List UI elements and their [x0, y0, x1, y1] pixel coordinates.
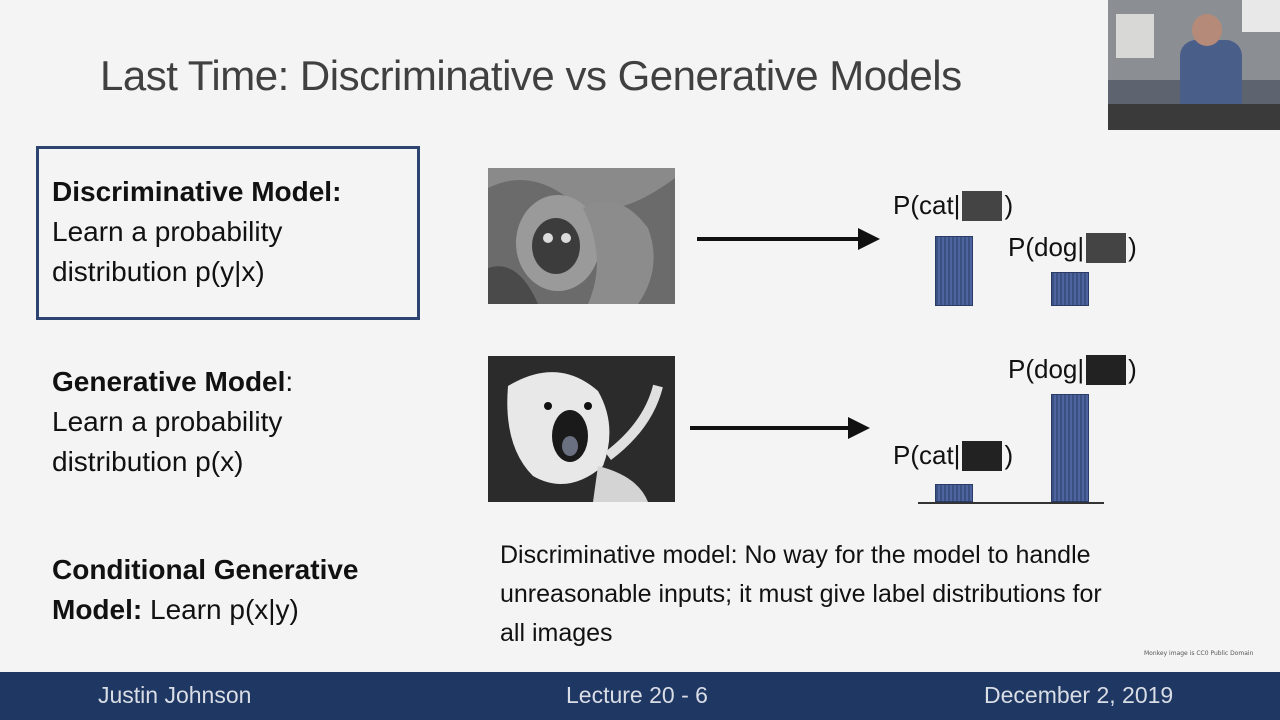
bar-p-cat-dog [935, 484, 973, 502]
label-p-dog-prefix-2: P(dog| [1008, 354, 1085, 384]
monkey-thumb-icon [962, 190, 1003, 221]
bar-baseline [918, 502, 1104, 504]
discriminative-heading: Discriminative Model: [52, 176, 342, 207]
lecturer-webcam [1108, 0, 1280, 130]
webcam-board [1116, 14, 1154, 58]
monkey-photo-icon [488, 168, 675, 304]
label-p-cat-suffix-2: ) [1004, 440, 1014, 470]
label-p-cat-prefix: P(cat| [893, 190, 961, 220]
dog-photo-icon [488, 356, 675, 502]
label-p-cat-given-monkey: P(cat|) [893, 190, 1013, 221]
webcam-screen [1242, 0, 1280, 32]
label-p-cat-given-dog: P(cat|) [893, 440, 1013, 471]
webcam-person-head [1192, 14, 1222, 46]
generative-model-text: Generative Model: Learn a probability di… [52, 362, 293, 482]
conditional-rest: Learn p(x|y) [142, 594, 299, 625]
generative-heading: Generative Model [52, 366, 286, 397]
bar-p-dog-monkey [1051, 272, 1089, 306]
discriminative-highlight-box [36, 146, 420, 320]
note-text: Discriminative model: No way for the mod… [500, 541, 1102, 647]
label-p-dog-given-monkey: P(dog|) [1008, 232, 1137, 263]
generative-line2: Learn a probability [52, 406, 283, 437]
footer-date: December 2, 2019 [984, 682, 1174, 708]
dog-thumb-icon [962, 440, 1003, 471]
conditional-heading-1: Conditional Generative [52, 554, 359, 585]
conditional-generative-text: Conditional Generative Model: Learn p(x|… [52, 550, 359, 630]
conditional-heading-2: Model: [52, 594, 143, 625]
discriminative-model-text: Discriminative Model: Learn a probabilit… [52, 172, 341, 292]
image-credit: Monkey image is CC0 Public Domain [1144, 650, 1254, 657]
footer: Justin Johnson Lecture 20 - 6 December 2… [0, 672, 1280, 720]
arrow-generative [690, 417, 870, 439]
label-p-dog-prefix: P(dog| [1008, 232, 1085, 262]
dog-photo [488, 356, 675, 502]
footer-author: Justin Johnson [98, 682, 252, 708]
label-p-cat-suffix: ) [1004, 190, 1014, 220]
label-p-cat-prefix-2: P(cat| [893, 440, 961, 470]
discriminative-line3: distribution p(y|x) [52, 256, 265, 287]
arrow-discriminative [697, 228, 880, 250]
label-p-dog-suffix: ) [1128, 232, 1137, 262]
monkey-thumb-icon [1086, 232, 1127, 263]
generative-heading-colon: : [285, 366, 294, 397]
bar-p-cat-monkey [935, 236, 973, 306]
discriminative-line2: Learn a probability [52, 216, 283, 247]
label-p-dog-given-dog: P(dog|) [1008, 354, 1137, 385]
monkey-photo [488, 168, 675, 304]
dog-thumb-icon [1086, 354, 1127, 385]
label-p-dog-suffix-2: ) [1128, 354, 1137, 384]
generative-line3: distribution p(x) [52, 446, 244, 477]
slide-title: Last Time: Discriminative vs Generative … [100, 52, 962, 99]
bar-p-dog-dog [1051, 394, 1089, 502]
webcam-desk [1108, 104, 1280, 130]
footer-lecture: Lecture 20 - 6 [566, 682, 708, 708]
